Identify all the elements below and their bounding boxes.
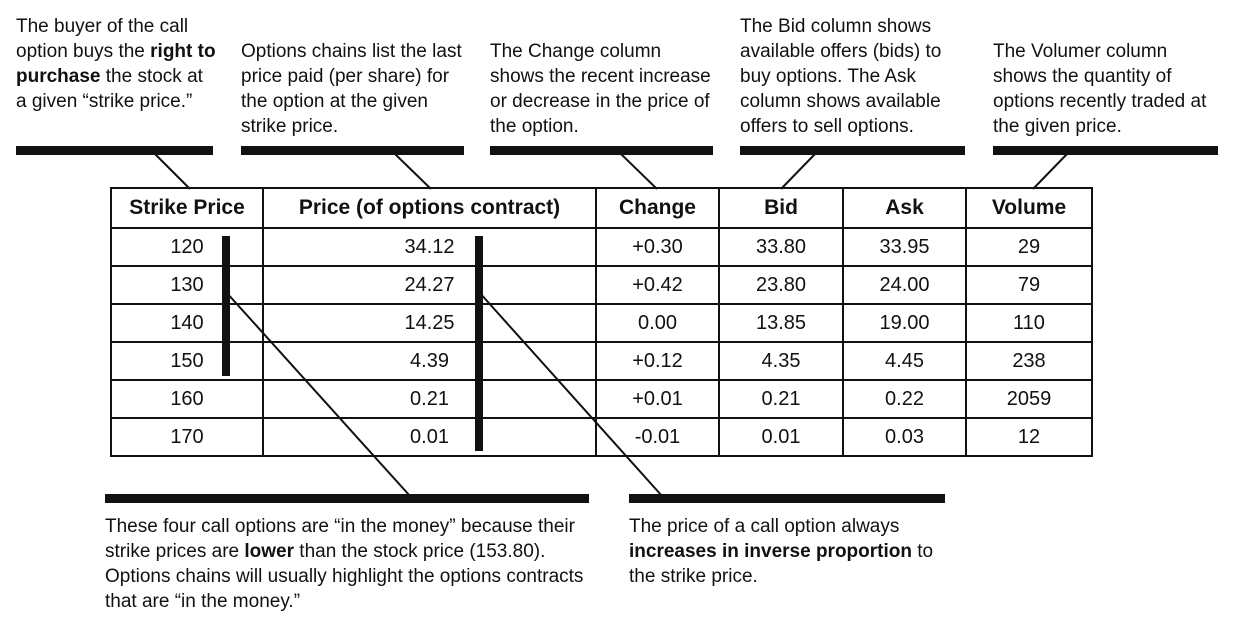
header-price: Price (of options contract) xyxy=(262,187,597,229)
cell-price: 24.27 xyxy=(262,265,597,305)
cell-bid: 23.80 xyxy=(718,265,844,305)
options-chain-table: Strike Price Price (of options contract)… xyxy=(110,187,1093,457)
annotation-in-money-bold: lower xyxy=(244,541,295,562)
table-row: 130 24.27 +0.42 23.80 24.00 79 xyxy=(110,265,1093,305)
annotation-bar-volume xyxy=(993,146,1218,155)
cell-strike: 160 xyxy=(110,379,264,419)
cell-ask: 33.95 xyxy=(842,227,967,267)
table-row: 150 4.39 +0.12 4.35 4.45 238 xyxy=(110,341,1093,381)
cell-price: 0.01 xyxy=(262,417,597,457)
cell-volume: 238 xyxy=(965,341,1093,381)
cell-ask: 24.00 xyxy=(842,265,967,305)
cell-strike: 170 xyxy=(110,417,264,457)
connector-inverse xyxy=(478,291,663,497)
annotation-bidask: The Bid column shows available offers (b… xyxy=(740,16,942,137)
cell-change: -0.01 xyxy=(595,417,720,457)
annotation-inverse-text-end: to the strike price. xyxy=(629,541,934,587)
header-volume: Volume xyxy=(965,187,1093,229)
annotation-bar-price xyxy=(241,146,464,155)
cell-volume: 110 xyxy=(965,303,1093,343)
cell-change: +0.42 xyxy=(595,265,720,305)
cell-ask: 4.45 xyxy=(842,341,967,381)
table-row: 140 14.25 0.00 13.85 19.00 110 xyxy=(110,303,1093,343)
cell-strike: 140 xyxy=(110,303,264,343)
table-row: 160 0.21 +0.01 0.21 0.22 2059 xyxy=(110,379,1093,419)
annotation-bar-in-money xyxy=(105,494,589,503)
annotation-change: The Change column shows the recent incre… xyxy=(490,41,711,137)
annotation-bar-change xyxy=(490,146,713,155)
cell-change: 0.00 xyxy=(595,303,720,343)
annotation-price: Options chains list the last price paid … xyxy=(241,41,462,137)
cell-bid: 13.85 xyxy=(718,303,844,343)
annotation-inverse-text: The price of a call option always xyxy=(629,516,900,537)
cell-price: 14.25 xyxy=(262,303,597,343)
cell-price: 0.21 xyxy=(262,379,597,419)
annotation-bar-inverse xyxy=(629,494,945,503)
cell-volume: 2059 xyxy=(965,379,1093,419)
connector-buyer xyxy=(154,153,191,190)
connector-bidask xyxy=(780,153,816,190)
cell-ask: 0.03 xyxy=(842,417,967,457)
cell-bid: 0.01 xyxy=(718,417,844,457)
connector-in-money xyxy=(225,291,411,497)
annotation-buyer: The buyer of the call option buys the ri… xyxy=(16,14,216,114)
header-ask: Ask xyxy=(842,187,967,229)
cell-strike: 130 xyxy=(110,265,264,305)
cell-ask: 0.22 xyxy=(842,379,967,419)
annotation-buyer-text-end: the stock at a given “strike price.” xyxy=(16,66,203,112)
cell-price: 34.12 xyxy=(262,227,597,267)
table-header-row: Strike Price Price (of options contract)… xyxy=(110,187,1093,229)
cell-volume: 29 xyxy=(965,227,1093,267)
cell-price: 4.39 xyxy=(262,341,597,381)
annotation-in-money: These four call options are “in the mone… xyxy=(105,514,589,614)
annotation-bar-bidask xyxy=(740,146,965,155)
annotation-buyer-text: The buyer of the call option buys the xyxy=(16,16,189,62)
cell-bid: 0.21 xyxy=(718,379,844,419)
annotation-buyer-bold: right to purchase xyxy=(16,41,216,87)
table-row: 120 34.12 +0.30 33.80 33.95 29 xyxy=(110,227,1093,267)
table-row: 170 0.01 -0.01 0.01 0.03 12 xyxy=(110,417,1093,457)
cell-change: +0.30 xyxy=(595,227,720,267)
annotation-volume: The Volumer column shows the quantity of… xyxy=(993,41,1207,137)
in-the-money-bracket xyxy=(222,236,230,376)
cell-change: +0.12 xyxy=(595,341,720,381)
connector-volume xyxy=(1032,153,1068,190)
cell-change: +0.01 xyxy=(595,379,720,419)
cell-strike: 120 xyxy=(110,227,264,267)
connector-price xyxy=(394,153,432,190)
cell-strike: 150 xyxy=(110,341,264,381)
cell-bid: 33.80 xyxy=(718,227,844,267)
cell-volume: 79 xyxy=(965,265,1093,305)
cell-volume: 12 xyxy=(965,417,1093,457)
annotation-bar-buyer xyxy=(16,146,213,155)
annotation-inverse-bold: increases in inverse proportion xyxy=(629,541,912,562)
header-change: Change xyxy=(595,187,720,229)
header-strike-price: Strike Price xyxy=(110,187,264,229)
annotation-in-money-text-end: than the stock price (153.80). Options c… xyxy=(105,541,584,612)
annotation-inverse: The price of a call option always increa… xyxy=(629,514,945,589)
price-trend-bracket xyxy=(475,236,483,451)
cell-bid: 4.35 xyxy=(718,341,844,381)
annotation-in-money-text: These four call options are “in the mone… xyxy=(105,516,575,562)
cell-ask: 19.00 xyxy=(842,303,967,343)
connector-change xyxy=(620,153,658,190)
